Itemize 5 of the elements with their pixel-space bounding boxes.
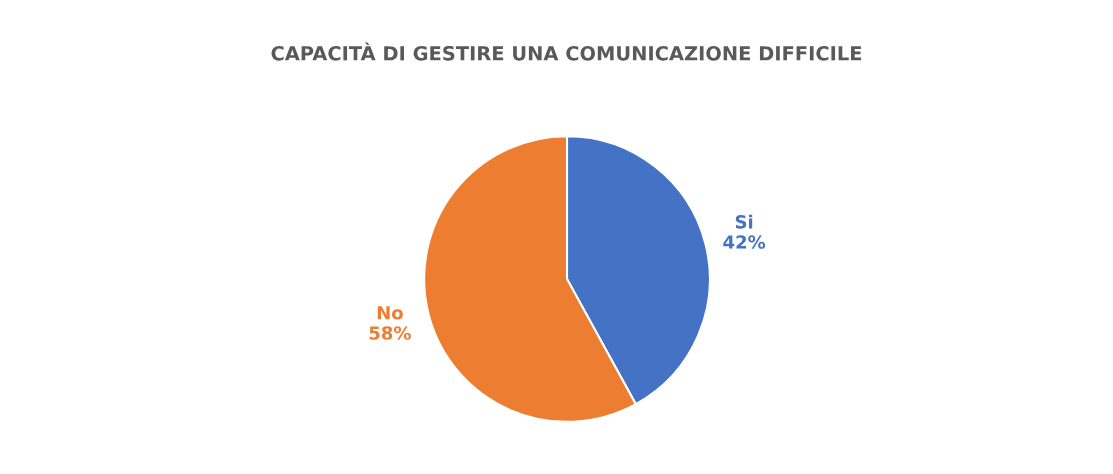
data-label: 42%: [723, 235, 766, 249]
slice-label: No: [377, 306, 403, 320]
slice-label: Si: [735, 214, 753, 229]
data-label: 58%: [369, 326, 411, 340]
chart-title: CAPACITÀ DI GESTIRE UNA COMUNICAZIONE DIFFICILE: [271, 42, 862, 61]
